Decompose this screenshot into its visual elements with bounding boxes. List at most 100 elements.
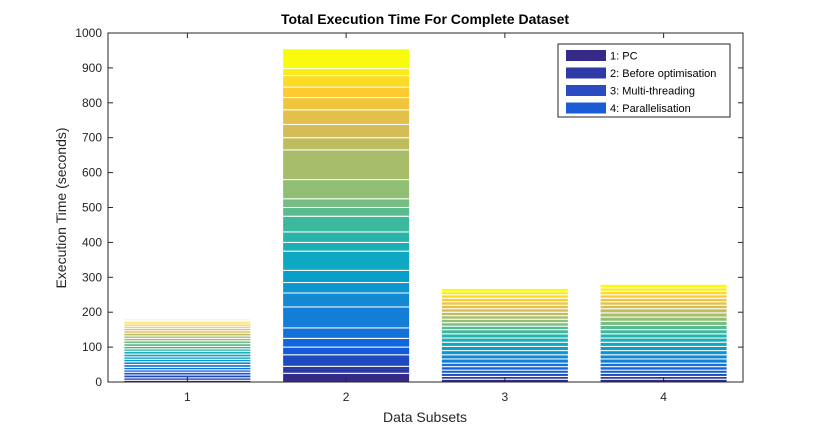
bar-segment [599, 333, 728, 339]
bar-segment [282, 250, 411, 271]
x-tick-label: 4 [660, 390, 667, 404]
x-tick-label: 1 [184, 390, 191, 404]
legend-swatch [566, 67, 606, 79]
bar-segment [599, 341, 728, 347]
legend-swatch [566, 50, 606, 61]
bar-segment [599, 345, 728, 352]
bar-1 [123, 318, 252, 383]
bar-segment [282, 346, 411, 356]
bar-segment [282, 198, 411, 208]
bar-segment [599, 294, 728, 299]
bar-2 [282, 48, 411, 383]
x-axis-label: Data Subsets [383, 409, 467, 425]
bar-segment [440, 322, 569, 327]
bar-segment [440, 341, 569, 347]
bar-segment [440, 311, 569, 317]
bar-segment [599, 337, 728, 343]
bar-segment [599, 290, 728, 296]
bar-segment [599, 316, 728, 322]
bar-segment [599, 324, 728, 331]
bar-segment [440, 315, 569, 320]
x-tick-label: 2 [343, 390, 350, 404]
bar-segment [282, 75, 411, 88]
bar-segment [282, 149, 411, 181]
bar-segment [440, 325, 569, 331]
bars-group [123, 48, 728, 383]
bar-segment [599, 301, 728, 306]
y-tick-label: 800 [82, 96, 102, 110]
bar-segment [599, 329, 728, 335]
y-tick-label: 0 [95, 375, 102, 389]
bar-segment [440, 297, 569, 303]
legend-swatch [566, 85, 606, 96]
x-axis-ticks: 1 2 3 4 [184, 33, 667, 404]
bar-segment [599, 320, 728, 326]
bar-segment [282, 215, 411, 233]
y-tick-label: 200 [82, 305, 102, 319]
bar-segment [599, 366, 728, 371]
bar-4 [599, 283, 728, 383]
bar-segment [440, 354, 569, 360]
bar-segment [440, 345, 569, 352]
bar-segment [282, 306, 411, 329]
y-axis-label: Execution Time (seconds) [53, 127, 69, 288]
bar-segment [440, 287, 569, 293]
y-tick-label: 300 [82, 270, 102, 284]
bar-segment [282, 97, 411, 111]
bar-segment [599, 283, 728, 289]
bar-segment [440, 294, 569, 299]
bar-segment [282, 269, 411, 284]
bar-segment [440, 329, 569, 335]
bar-segment [440, 337, 569, 343]
bar-segment [282, 231, 411, 243]
legend-label: 2: Before optimisation [610, 68, 716, 80]
bar-segment [440, 308, 569, 313]
bar-segment [599, 287, 728, 292]
bar-segment [440, 301, 569, 306]
y-tick-label: 600 [82, 166, 102, 180]
bar-segment [282, 207, 411, 217]
y-tick-label: 700 [82, 131, 102, 145]
y-tick-label: 1000 [75, 26, 102, 40]
bar-segment [440, 358, 569, 364]
bar-segment [282, 241, 411, 252]
bar-segment [599, 350, 728, 356]
x-tick-label: 3 [502, 390, 509, 404]
bar-segment [282, 179, 411, 200]
bar-segment [440, 362, 569, 368]
legend-label: 4: Parallelisation [610, 103, 691, 115]
bar-segment [599, 308, 728, 314]
legend-label: 3: Multi-threading [610, 86, 695, 98]
bar-segment [599, 304, 728, 310]
legend-label: 1: PC [610, 51, 638, 63]
y-tick-label: 400 [82, 235, 102, 249]
y-tick-label: 100 [82, 340, 102, 354]
bar-segment [282, 123, 411, 139]
bar-segment [282, 292, 411, 308]
legend-swatch [566, 102, 606, 114]
bar-segment [282, 86, 411, 99]
bar-segment [599, 297, 728, 303]
bar-segment [282, 354, 411, 367]
bar-segment [282, 365, 411, 374]
bar-segment [282, 109, 411, 125]
bar-segment [440, 350, 569, 356]
bar-segment [282, 282, 411, 294]
bar-segment [599, 358, 728, 364]
bar-segment [440, 318, 569, 324]
bar-segment [282, 68, 411, 77]
bar-segment [440, 333, 569, 339]
bar-segment [282, 337, 411, 348]
bar-segment [599, 312, 728, 318]
bar-segment [440, 304, 569, 310]
bar-segment [599, 354, 728, 360]
legend: 1: PC 2: Before optimisation 3: Multi-thre… [557, 43, 731, 118]
bar-segment [599, 362, 728, 368]
y-axis-ticks: 0 100 200 300 400 500 600 700 800 900 1000 [75, 26, 743, 389]
bar-segment [282, 327, 411, 339]
bar-segment [282, 137, 411, 151]
bar-segment [282, 48, 411, 70]
y-tick-label: 900 [82, 61, 102, 75]
bar-segment [123, 318, 252, 322]
